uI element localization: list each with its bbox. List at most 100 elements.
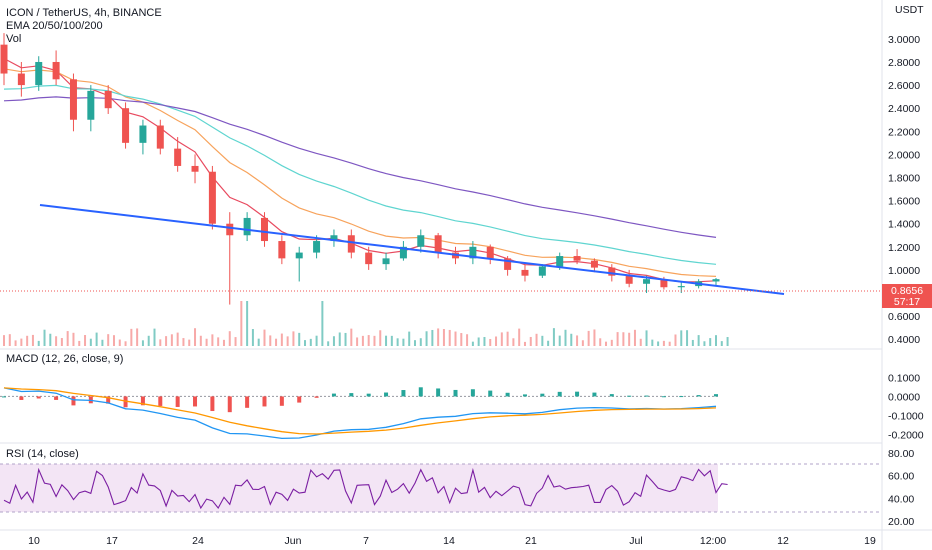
volume-bar <box>552 328 555 346</box>
volume-bar <box>431 329 434 346</box>
volume-bar <box>101 339 104 346</box>
macd-histogram-bar <box>453 389 458 397</box>
candle <box>278 235 286 265</box>
candle <box>87 85 95 132</box>
macd-histogram-bar <box>106 396 111 404</box>
macd-tick: 0.0000 <box>888 391 920 403</box>
volume-bar <box>263 329 266 346</box>
volume-bar <box>639 338 642 346</box>
time-tick: 24 <box>192 535 204 547</box>
macd-histogram-bar <box>540 393 545 397</box>
volume-bar <box>680 330 683 346</box>
signal-line <box>3 387 717 435</box>
volume-bar <box>576 335 579 346</box>
volume-bar <box>118 339 121 346</box>
volume-bar <box>43 329 46 346</box>
volume-bar <box>442 329 445 346</box>
time-axis[interactable]: 10 17 24 Jun 7 14 21 Jul 12:00 12 19 <box>28 535 876 547</box>
volume-bar <box>483 336 486 346</box>
macd-histogram-bar <box>314 396 319 398</box>
candle <box>260 212 268 247</box>
macd-histogram-bar <box>331 393 336 397</box>
candle <box>17 61 25 97</box>
macd-histogram-bar <box>349 393 354 397</box>
macd-histogram-bar <box>401 390 406 397</box>
trendline[interactable] <box>39 204 785 295</box>
time-tick: Jun <box>285 535 302 547</box>
volume-bars <box>3 301 729 346</box>
volume-bar <box>674 334 677 346</box>
volume-bar <box>84 335 87 346</box>
volume-bar <box>605 341 608 346</box>
volume-bar <box>651 339 654 346</box>
volume-bar <box>165 336 168 346</box>
volume-bar <box>304 340 307 346</box>
price-tick: 1.0000 <box>888 265 920 277</box>
currency-label: USDT <box>895 4 924 16</box>
time-tick: 21 <box>525 535 537 547</box>
macd-histogram-bar <box>575 391 580 397</box>
candle <box>486 244 494 265</box>
volume-bar <box>55 336 58 346</box>
price-tick: 2.2000 <box>888 126 920 138</box>
candle <box>226 212 234 305</box>
volume-bar <box>599 338 602 346</box>
macd-histogram-bar <box>297 396 302 403</box>
volume-bar <box>182 338 185 346</box>
volume-bar <box>558 335 561 346</box>
volume-bar <box>188 339 191 346</box>
volume-bar <box>633 329 636 346</box>
volume-bar <box>506 331 509 346</box>
volume-bar <box>78 340 81 346</box>
macd-histogram-bar <box>714 394 718 397</box>
volume-bar <box>413 340 416 346</box>
volume-bar <box>60 338 63 346</box>
volume-bar <box>112 335 115 346</box>
price-badge-value: 0.8656 <box>891 285 923 297</box>
volume-bar <box>489 338 492 346</box>
volume-bar <box>460 333 463 346</box>
ema-100-line <box>3 84 717 265</box>
time-tick: 12:00 <box>700 535 726 547</box>
price-tick: 0.4000 <box>888 334 920 346</box>
volume-bar <box>344 332 347 346</box>
volume-bar <box>269 335 272 346</box>
candle <box>208 165 216 230</box>
macd-histogram-bar <box>123 396 128 408</box>
volume-bar <box>570 333 573 346</box>
macd-histogram-bar <box>696 395 701 397</box>
volume-bar <box>715 335 717 346</box>
macd-histogram-bar <box>488 390 493 397</box>
volume-bar <box>350 328 353 346</box>
volume-bar <box>222 339 225 346</box>
volume-bar <box>298 332 301 346</box>
candle <box>52 50 60 86</box>
rsi-label: RSI (14, close) <box>6 448 79 460</box>
time-tick: 7 <box>363 535 369 547</box>
volume-bar <box>315 335 318 346</box>
volume-bar <box>228 331 231 346</box>
macd-pane <box>0 387 718 440</box>
volume-bar <box>385 335 388 346</box>
volume-bar <box>425 331 428 346</box>
volume-bar <box>587 330 590 346</box>
volume-bar <box>610 339 613 346</box>
volume-bar <box>107 334 110 346</box>
macd-histogram-bar <box>71 396 76 406</box>
candle <box>0 33 8 86</box>
rsi-tick: 80.00 <box>888 448 914 460</box>
volume-bar <box>26 335 29 346</box>
volume-bar <box>153 328 156 346</box>
macd-histogram-bar <box>436 388 441 397</box>
macd-histogram-bar <box>227 396 232 413</box>
macd-histogram-bar <box>418 387 423 397</box>
price-axis[interactable]: 3.0000 2.8000 2.6000 2.4000 2.2000 2.0000 1.80… <box>888 34 920 346</box>
price-tick: 3.0000 <box>888 34 920 46</box>
macd-histogram-bar <box>19 396 24 400</box>
price-tick: 1.8000 <box>888 173 920 185</box>
volume-bar <box>541 335 544 346</box>
candle <box>243 212 251 242</box>
volume-bar <box>292 331 295 346</box>
volume-bar <box>332 336 335 346</box>
